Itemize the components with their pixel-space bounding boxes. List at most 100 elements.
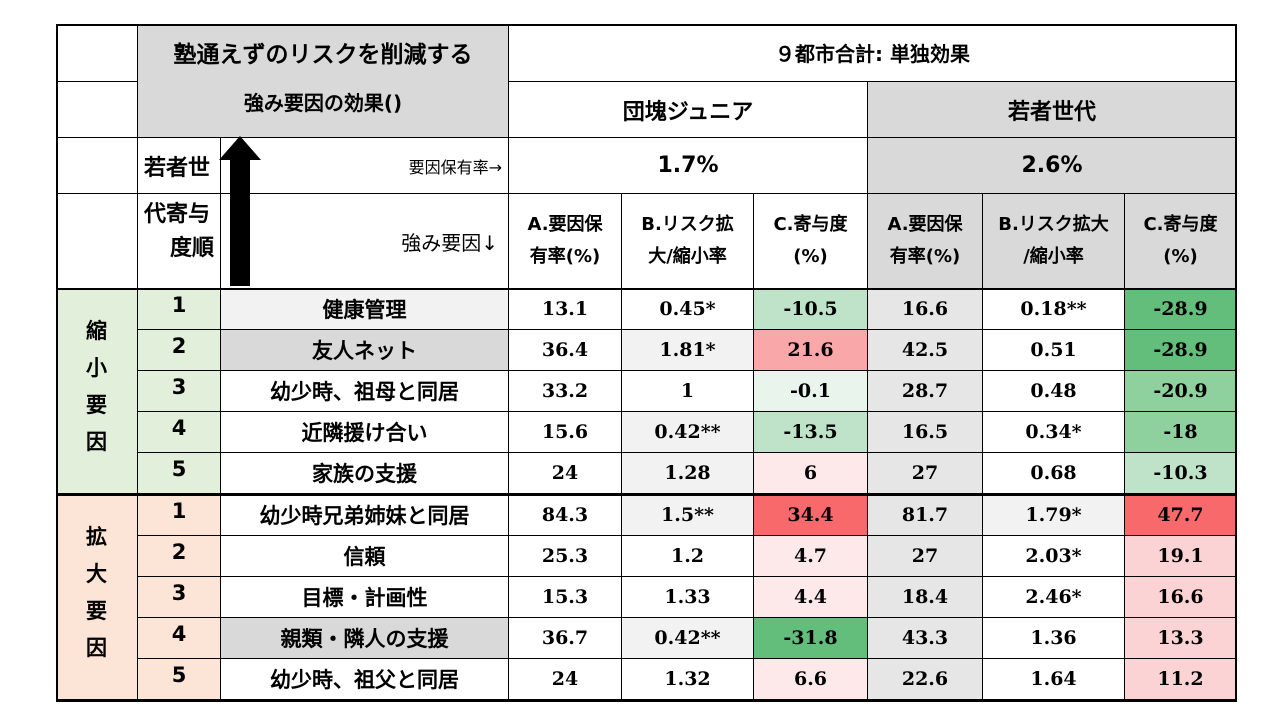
b2-value: 2.03* [1025,544,1082,567]
rank-number: 5 [171,457,187,482]
factor-rate-text: 要因保有率→ [408,157,502,177]
group-expand-char-1: 拡 [86,524,107,549]
a1-cell: 15.3 [509,576,622,618]
c1-cell: -10.5 [754,289,868,331]
a1-cell: 15.6 [509,412,622,454]
a2-cell: 22.6 [868,658,983,700]
group-a-header: 団塊ジュニア [509,82,868,138]
factor-name: 近隣援け合い [301,421,428,446]
group-separator [56,492,1237,496]
group-shrink-char-2: 小 [86,356,107,380]
b2-cell: 0.51 [983,330,1125,372]
a1-value: 24 [551,462,579,485]
a2-value: 16.6 [901,298,949,321]
factor-name: 親類・隣人の支援 [280,626,449,651]
c1-cell: 6.6 [754,658,868,700]
a1-value: 25.3 [541,544,589,567]
a1-value: 13.1 [541,298,589,321]
rank-number: 5 [171,662,187,687]
corner-blank-2 [56,82,138,138]
group-shrink-char-4: 因 [86,430,107,454]
rank-cell: 1 [138,494,221,536]
c1-cell: 4.4 [754,576,868,618]
c1-value: -31.8 [783,626,838,649]
col-header-2-line2: 大/縮小率 [648,246,727,267]
rank-label-bottom: 代寄与 度順 [138,194,221,289]
col-header-3-line1: C.寄与度 [773,214,848,235]
factor-name: 信頼 [343,544,386,569]
c2-value: 11.2 [1157,667,1204,690]
c2-value: -28.9 [1153,339,1208,362]
c2-value: 13.3 [1157,626,1204,649]
factor-name: 健康管理 [322,298,407,323]
c2-cell: 16.6 [1125,576,1237,618]
b1-cell: 1.33 [622,576,754,618]
c2-value: -18 [1163,421,1198,444]
col-header-1: A.要因保 有率(%) [509,194,622,289]
factor-cell: 親類・隣人の支援 [221,617,509,659]
b2-cell: 1.79* [983,494,1125,536]
region-header: ９都市合計: 単独効果 [509,24,1237,82]
rank-cell: 5 [138,658,221,700]
rank-cell: 3 [138,371,221,413]
a2-cell: 43.3 [868,617,983,659]
c2-value: -10.3 [1153,462,1208,485]
b1-cell: 1.28 [622,453,754,495]
c1-value: 6 [803,462,818,485]
col-header-2-line1: B.リスク拡 [641,214,734,235]
c1-cell: 21.6 [754,330,868,372]
rank-cell: 4 [138,617,221,659]
results-table: 11.2 1.64 22.6 6.6 1.32 24 幼少時、祖父と同居 5 13.3 1.36 4… [56,24,1237,702]
c2-cell: -28.9 [1125,330,1237,372]
b2-value: 1.79* [1025,503,1082,526]
b1-value: 0.45* [659,298,716,321]
factor-name: 幼少時兄弟姉妹と同居 [259,503,470,528]
b2-cell: 2.46* [983,576,1125,618]
rank-label-line2: 代寄与 [144,202,211,227]
rank-cell: 2 [138,330,221,372]
b1-value: 1.5** [661,503,714,526]
b2-value: 0.68 [1030,462,1077,485]
group-expand-char-2: 大 [86,561,107,586]
a2-cell: 27 [868,535,983,577]
b2-value: 1.36 [1030,626,1077,649]
corner-blank-1 [56,24,138,82]
b2-value: 0.48 [1030,380,1077,403]
factor-cell: 幼少時、祖母と同居 [221,371,509,413]
rank-cell: 5 [138,453,221,495]
c1-cell: 6 [754,453,868,495]
c2-value: -20.9 [1153,380,1208,403]
strength-label: 強み要因↓ [221,194,509,289]
a1-value: 36.4 [541,339,589,362]
a2-value: 18.4 [901,585,949,608]
b1-cell: 0.45* [622,289,754,331]
a2-value: 43.3 [901,626,949,649]
factor-name: 目標・計画性 [301,585,428,610]
a1-cell: 25.3 [509,535,622,577]
region-label: ９都市合計: 単独効果 [775,42,970,66]
col-header-1-line2: 有率(%) [529,246,601,267]
a2-value: 22.6 [901,667,949,690]
c1-cell: -31.8 [754,617,868,659]
b1-cell: 1.32 [622,658,754,700]
factor-cell: 信頼 [221,535,509,577]
col-header-6-line1: C.寄与度 [1143,214,1218,235]
factor-name: 幼少時、祖父と同居 [270,667,459,692]
group-expand-char-4: 因 [86,635,107,660]
a1-cell: 36.7 [509,617,622,659]
b2-value: 0.34* [1025,421,1082,444]
b1-value: 1.33 [664,585,711,608]
corner-blank-4 [56,194,138,289]
rank-number: 1 [171,293,187,317]
factor-cell: 家族の支援 [221,453,509,495]
b1-cell: 1 [622,371,754,413]
a1-value: 84.3 [541,503,589,526]
group-shrink-char-3: 要 [86,393,107,417]
c1-cell: 34.4 [754,494,868,536]
c1-cell: -0.1 [754,371,868,413]
a2-cell: 42.5 [868,330,983,372]
b2-cell: 2.03* [983,535,1125,577]
rank-cell: 1 [138,289,221,331]
factor-cell: 健康管理 [221,289,509,331]
b1-value: 0.42** [654,626,721,649]
